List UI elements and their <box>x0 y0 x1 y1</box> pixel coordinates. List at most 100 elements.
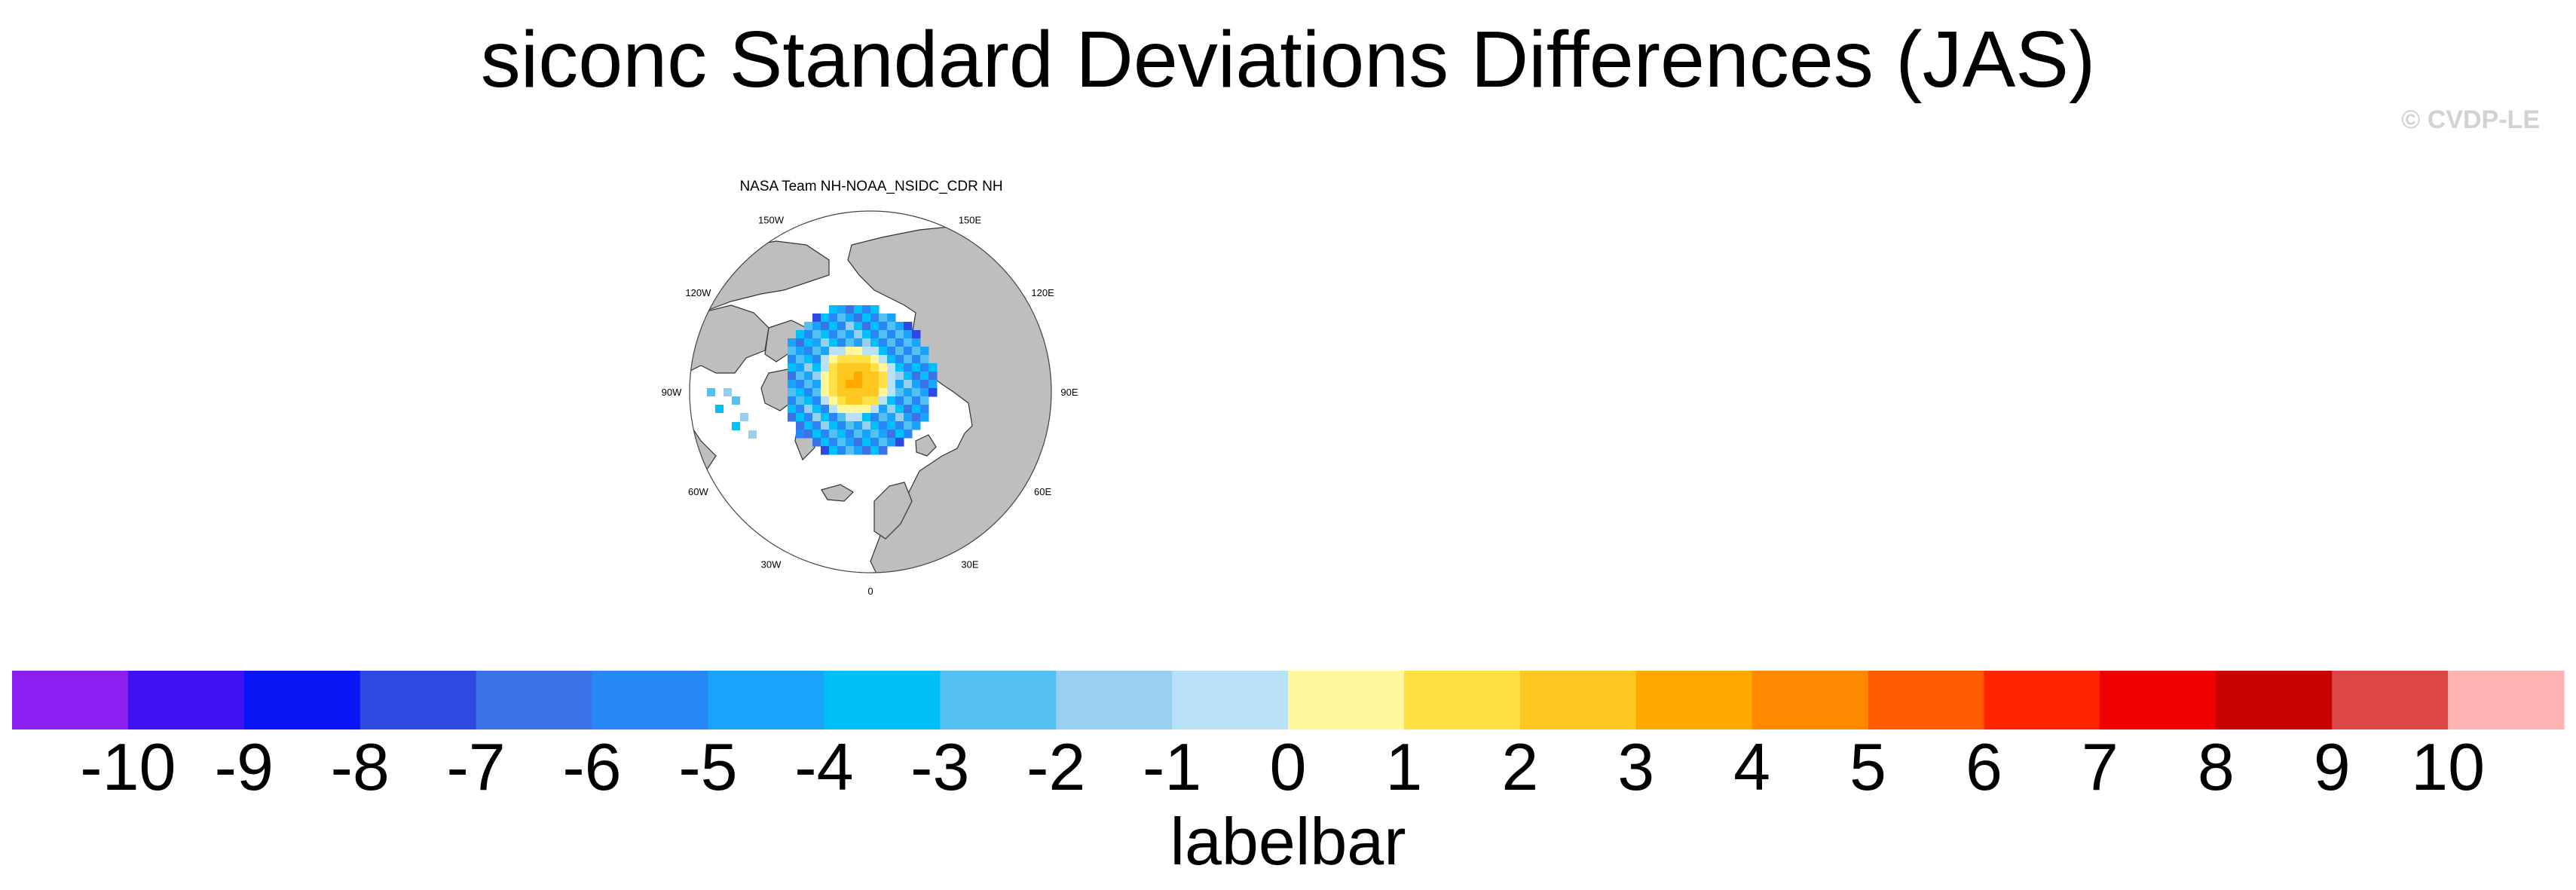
ice-cell <box>887 430 896 439</box>
ice-cell <box>879 438 888 447</box>
ice-cell <box>854 330 863 339</box>
ice-cell <box>788 388 797 397</box>
ice-cell <box>887 313 896 323</box>
ice-cell <box>846 363 855 372</box>
ice-cell <box>904 405 913 414</box>
ice-cell <box>804 413 813 422</box>
ice-cell <box>895 430 904 439</box>
ice-cell <box>829 421 838 430</box>
ice-cell <box>846 421 855 430</box>
ice-cell <box>821 430 830 439</box>
labelbar-boxes <box>12 671 2565 729</box>
ice-cell <box>870 413 880 422</box>
ice-cell <box>870 338 880 347</box>
ice-cell <box>879 372 888 381</box>
ice-cell <box>846 405 855 414</box>
labelbar-box <box>2216 671 2333 729</box>
figure-title: siconc Standard Deviations Differences (… <box>480 15 2096 104</box>
ice-cell <box>870 405 880 414</box>
ice-cell <box>837 313 846 323</box>
ice-cell <box>821 380 830 389</box>
ice-cell <box>912 330 921 339</box>
ice-cell <box>829 372 838 381</box>
map-content <box>690 211 1051 573</box>
labelbar-box <box>2100 671 2217 729</box>
ice-cell <box>829 338 838 347</box>
ice-cell <box>837 380 846 389</box>
ice-cell <box>837 405 846 414</box>
ice-cell <box>912 380 921 389</box>
labelbar-box <box>1403 671 1521 729</box>
ice-cell <box>895 396 904 405</box>
labelbar: -10 -9 -8 -7 -6 -5 -4 -3 -2 -1 0 1 2 3 4 5 6 7 8 9 10 <box>12 671 2565 804</box>
ice-cell <box>904 355 913 364</box>
labelbar-box <box>1288 671 1405 729</box>
ice-cell <box>821 421 830 430</box>
ice-cell <box>920 347 929 356</box>
ice-cell <box>920 355 929 364</box>
ice-cell <box>887 355 896 364</box>
ice-cell <box>887 363 896 372</box>
ice-cell <box>870 330 880 339</box>
ice-cell <box>929 372 938 381</box>
ice-cell <box>804 330 813 339</box>
ice-cell <box>788 372 797 381</box>
ice-cell <box>854 372 863 381</box>
labelbar-tick: -6 <box>562 729 621 804</box>
ice-cell <box>854 305 863 314</box>
labelbar-tick: 2 <box>1501 729 1538 804</box>
ice-cell <box>740 413 748 421</box>
ice-cell <box>796 405 805 414</box>
ice-cell <box>804 388 813 397</box>
ice-cell <box>879 421 888 430</box>
ice-cell <box>829 347 838 356</box>
ice-cell <box>862 380 871 389</box>
ice-cell <box>862 347 871 356</box>
labelbar-box <box>1868 671 1985 729</box>
ice-cell <box>812 313 821 323</box>
ice-cell <box>829 355 838 364</box>
ice-cell <box>821 330 830 339</box>
ice-cell <box>862 446 871 455</box>
ice-field <box>707 305 938 455</box>
ice-cell <box>929 380 938 389</box>
labelbar-box <box>2332 671 2449 729</box>
ice-cell <box>854 322 863 331</box>
labelbar-tick: -2 <box>1026 729 1085 804</box>
labelbar-box <box>127 671 245 729</box>
ice-cell <box>870 363 880 372</box>
ice-cell <box>879 413 888 422</box>
ice-cell <box>912 405 921 414</box>
land-canada <box>690 304 769 487</box>
ice-cell <box>887 413 896 422</box>
credit-watermark: © CVDP-LE <box>2401 106 2540 134</box>
ice-cell <box>870 313 880 323</box>
ice-cell <box>715 405 724 413</box>
ice-cell <box>821 446 830 455</box>
labelbar-tick: -10 <box>80 729 176 804</box>
ice-cell <box>837 355 846 364</box>
ice-cell <box>829 438 838 447</box>
lon-label: 120E <box>1031 287 1054 298</box>
ice-cell <box>895 380 904 389</box>
ice-cell <box>821 438 830 447</box>
ice-cell <box>862 388 871 397</box>
lon-label: 30E <box>961 559 978 570</box>
ice-cell <box>804 405 813 414</box>
ice-cell <box>821 405 830 414</box>
ice-cell <box>821 322 830 331</box>
ice-cell <box>870 355 880 364</box>
ice-cell <box>862 338 871 347</box>
ice-cell <box>904 372 913 381</box>
ice-cell <box>837 322 846 331</box>
ice-cell <box>829 322 838 331</box>
ice-cell <box>796 388 805 397</box>
ice-cell <box>796 355 805 364</box>
ice-cell <box>854 347 863 356</box>
ice-cell <box>870 380 880 389</box>
ice-cell <box>895 330 904 339</box>
ice-cell <box>796 363 805 372</box>
ice-cell <box>895 355 904 364</box>
ice-cell <box>804 355 813 364</box>
ice-cell <box>912 363 921 372</box>
